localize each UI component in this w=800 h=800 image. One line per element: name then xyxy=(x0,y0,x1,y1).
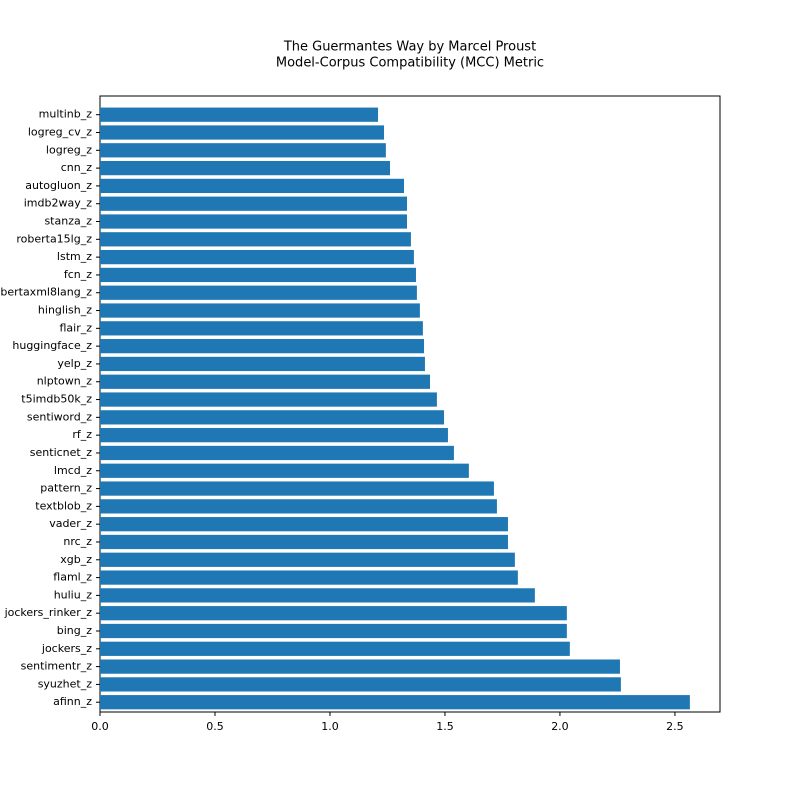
x-tick-label: 1.0 xyxy=(321,720,339,733)
bar xyxy=(100,445,454,461)
chart-subtitle: Model-Corpus Compatibility (MCC) Metric xyxy=(276,56,544,71)
bar xyxy=(100,641,570,656)
y-tick-label: t5imdb50k_z xyxy=(21,393,92,406)
y-tick-label: jockers_rinker_z xyxy=(4,606,93,619)
x-tick-label: 2.0 xyxy=(551,720,569,733)
bar xyxy=(100,410,445,425)
y-tick-label: bing_z xyxy=(57,624,92,637)
y-tick-label: yelp_z xyxy=(57,357,92,370)
y-tick-label: nlptown_z xyxy=(37,375,93,388)
y-tick-label: logreg_z xyxy=(46,143,92,156)
bar xyxy=(100,178,405,194)
y-tick-label: flaml_z xyxy=(53,571,92,584)
y-tick-label: textblob_z xyxy=(35,499,92,512)
y-tick-label: fcn_z xyxy=(64,268,92,281)
y-tick-label: sentimentr_z xyxy=(21,660,93,673)
y-tick-label: nrc_z xyxy=(63,535,92,548)
bar xyxy=(100,285,417,300)
bar xyxy=(100,552,515,567)
bar xyxy=(100,339,425,354)
bar xyxy=(100,267,416,283)
bar xyxy=(100,143,386,158)
bar xyxy=(100,250,414,265)
y-tick-label: flair_z xyxy=(59,321,92,334)
y-tick-label: cnn_z xyxy=(61,161,92,174)
y-tick-label: senticnet_z xyxy=(30,446,92,459)
y-tick-label: sentiword_z xyxy=(27,410,92,423)
y-tick-label: xgb_z xyxy=(60,553,92,566)
bar xyxy=(100,606,567,621)
bar xyxy=(100,570,518,585)
bar xyxy=(100,481,494,496)
y-tick-label: lmcd_z xyxy=(54,464,92,477)
y-tick-label: vader_z xyxy=(49,517,92,530)
y-tick-label: robertaxml8lang_z xyxy=(0,286,92,299)
y-tick-label: hinglish_z xyxy=(38,304,92,317)
bar xyxy=(100,517,508,532)
y-tick-label: jockers_z xyxy=(41,642,92,655)
y-tick-label: huggingface_z xyxy=(12,339,92,352)
bar xyxy=(100,321,423,336)
bar xyxy=(100,499,497,514)
bar xyxy=(100,677,621,692)
y-tick-label: pattern_z xyxy=(40,482,92,495)
bar xyxy=(100,588,535,603)
bar xyxy=(100,196,408,211)
y-tick-label: autogluon_z xyxy=(25,179,92,192)
y-tick-label: stanza_z xyxy=(44,215,92,228)
x-tick-label: 2.5 xyxy=(666,720,684,733)
x-tick-label: 0.5 xyxy=(206,720,224,733)
y-tick-label: roberta15lg_z xyxy=(16,232,92,245)
bar xyxy=(100,428,448,443)
bar xyxy=(100,659,620,674)
bar xyxy=(100,303,420,318)
chart-title: The Guermantes Way by Marcel Proust xyxy=(283,40,536,55)
bar xyxy=(100,356,425,372)
x-tick-label: 0.0 xyxy=(91,720,109,733)
y-tick-label: rf_z xyxy=(72,428,92,441)
bar xyxy=(100,463,469,478)
bar xyxy=(100,214,408,229)
y-tick-label: afinn_z xyxy=(53,695,92,708)
y-tick-label: lstm_z xyxy=(57,250,92,263)
x-tick-label: 1.5 xyxy=(436,720,454,733)
y-tick-label: multinb_z xyxy=(39,108,93,121)
bar xyxy=(100,125,385,140)
bar xyxy=(100,374,431,389)
bar xyxy=(100,695,690,710)
y-tick-label: logreg_cv_z xyxy=(28,125,92,138)
bar xyxy=(100,392,437,407)
bar xyxy=(100,623,567,639)
bar xyxy=(100,160,390,176)
bar xyxy=(100,232,411,247)
y-tick-label: imdb2way_z xyxy=(24,197,92,210)
bar xyxy=(100,534,508,550)
bar xyxy=(100,107,379,122)
y-tick-label: huliu_z xyxy=(54,588,93,601)
y-tick-label: syuzhet_z xyxy=(38,677,93,690)
